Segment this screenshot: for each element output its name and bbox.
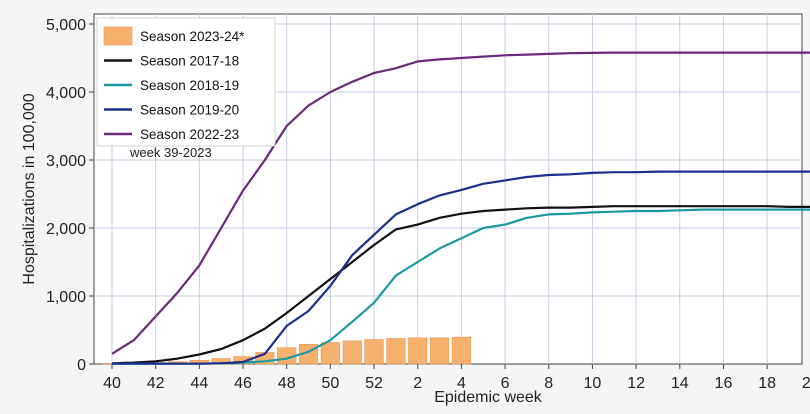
- legend-label: Season 2018-19: [140, 78, 239, 93]
- x-tick-label: 42: [147, 375, 165, 392]
- legend-label: Season 2019-20: [140, 103, 239, 118]
- x-tick-label: 46: [234, 375, 252, 392]
- y-tick-label: 4,000: [46, 85, 86, 102]
- y-tick-label: 3,000: [46, 153, 86, 170]
- x-tick-label: 10: [584, 375, 602, 392]
- line-series: [111, 51, 810, 365]
- series-line-season-2022-23: [111, 51, 810, 355]
- y-tick-label: 1,000: [46, 289, 86, 306]
- series-line-season-2017-18: [111, 205, 810, 365]
- legend-swatch: [103, 26, 133, 46]
- x-tick-label: 6: [501, 375, 510, 392]
- x-tick-label: 4: [457, 375, 466, 392]
- bar: [429, 337, 450, 365]
- bar: [408, 337, 428, 365]
- x-tick-label: 16: [715, 375, 733, 392]
- x-tick-label: 2: [413, 375, 422, 392]
- y-tick-label: 2,000: [46, 221, 86, 238]
- bar: [320, 342, 340, 365]
- legend-label: Season 2023-24*: [140, 29, 245, 44]
- x-tick-label: 18: [758, 375, 776, 392]
- x-tick-label: 44: [190, 375, 208, 392]
- bar: [342, 340, 362, 365]
- series-line-season-2019-20: [112, 170, 810, 365]
- bar: [364, 339, 384, 365]
- x-tick-label: 52: [365, 375, 383, 392]
- x-tick-label: 8: [544, 375, 553, 392]
- x-tick-label: 50: [321, 375, 339, 392]
- x-tick-label: 20: [802, 375, 810, 392]
- x-axis-label: Epidemic week: [434, 389, 543, 406]
- y-tick-label: 0: [77, 357, 86, 374]
- legend-label: Season 2022-23: [140, 127, 239, 142]
- annotation-text: week 39-2023: [129, 145, 212, 160]
- y-axis-label: Hospitalizations in 100,000: [21, 93, 38, 284]
- bar: [451, 336, 471, 365]
- x-tick-label: 48: [278, 375, 296, 392]
- x-tick-label: 40: [103, 375, 121, 392]
- legend: Season 2023-24* Season 2017-18 Season 2018…: [96, 17, 276, 147]
- y-tick-label: 5,000: [46, 17, 86, 34]
- legend-label: Season 2017-18: [140, 54, 239, 69]
- bar: [386, 338, 406, 365]
- x-tick-label: 12: [627, 375, 645, 392]
- x-tick-label: 14: [671, 375, 689, 392]
